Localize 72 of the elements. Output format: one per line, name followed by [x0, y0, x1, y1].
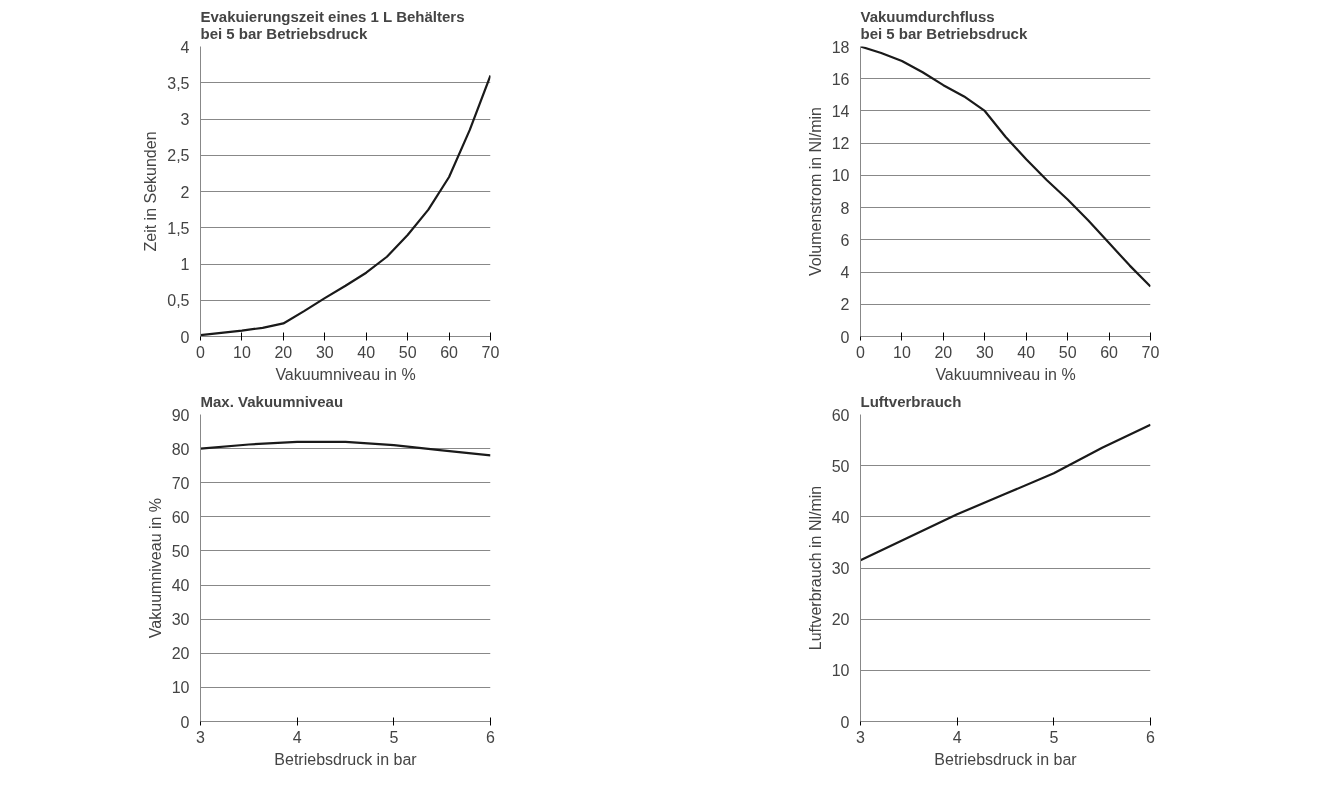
chart-title: Max. Vakuumniveau	[200, 392, 344, 410]
x-tick-label: 30	[315, 343, 334, 361]
y-tick-label: 40	[831, 508, 850, 526]
y-tick-label: 60	[831, 406, 850, 424]
y-tick-label: 0	[180, 713, 190, 731]
x-tick-label: 30	[975, 343, 994, 361]
x-axis-title: Vakuumniveau in %	[935, 365, 1076, 383]
x-tick-label: 20	[274, 343, 293, 361]
x-tick-label: 6	[486, 728, 496, 746]
y-tick-label: 16	[831, 70, 850, 88]
x-tick-label: 6	[1146, 728, 1156, 746]
chart-title: Evakuierungszeit eines 1 L Behälters bei 5 bar Betriebsdruck	[200, 7, 465, 42]
x-axis-title: Vakuumniveau in %	[275, 365, 416, 383]
x-tick-label: 70	[1141, 343, 1160, 361]
y-tick-label: 2	[840, 296, 850, 314]
x-tick-label: 3	[856, 728, 866, 746]
y-axis-title: Luftverbrauch in Nl/min	[806, 485, 824, 651]
y-tick-label: 1	[180, 256, 190, 273]
y-tick-label: 0	[180, 328, 190, 346]
x-tick-label: 10	[233, 343, 251, 361]
x-tick-label: 50	[1058, 343, 1077, 361]
x-tick-label: 10	[893, 343, 911, 361]
x-tick-label: 5	[1049, 728, 1059, 746]
y-tick-label: 30	[831, 560, 850, 577]
y-tick-label: 14	[831, 102, 850, 120]
x-axis-title: Betriebsdruck in bar	[934, 750, 1078, 768]
y-tick-label: 2,5	[167, 147, 190, 165]
x-tick-label: 4	[952, 728, 962, 746]
y-tick-label: 18	[831, 38, 850, 56]
y-tick-label: 90	[171, 406, 190, 424]
y-tick-label: 80	[171, 440, 190, 458]
y-tick-label: 0	[840, 713, 850, 731]
x-tick-label: 3	[196, 728, 206, 746]
y-axis-title: Vakuumniveau in %	[146, 497, 164, 639]
y-tick-label: 20	[831, 611, 850, 629]
y-tick-label: 0	[840, 328, 850, 346]
x-tick-label: 40	[357, 343, 376, 361]
x-tick-label: 4	[292, 728, 302, 746]
y-tick-label: 10	[831, 167, 850, 185]
y-tick-label: 4	[180, 38, 190, 56]
y-tick-label: 70	[171, 474, 190, 492]
y-tick-label: 3	[180, 111, 190, 128]
x-tick-label: 20	[934, 343, 953, 361]
y-axis-title: Zeit in Sekunden	[142, 131, 160, 252]
y-tick-label: 50	[831, 457, 850, 475]
y-tick-label: 8	[840, 199, 850, 217]
chart-title: Luftverbrauch	[860, 392, 962, 410]
y-tick-label: 40	[171, 577, 190, 595]
x-tick-label: 60	[1100, 343, 1119, 361]
x-tick-label: 40	[1017, 343, 1036, 361]
x-tick-label: 50	[398, 343, 417, 361]
y-tick-label: 20	[171, 645, 190, 663]
x-tick-label: 5	[389, 728, 399, 746]
x-tick-label: 0	[856, 343, 866, 361]
y-tick-label: 10	[171, 679, 190, 697]
y-tick-label: 30	[171, 611, 190, 629]
y-tick-label: 6	[840, 231, 850, 249]
y-tick-label: 0,5	[167, 292, 190, 310]
y-tick-label: 4	[840, 264, 850, 282]
y-tick-label: 50	[171, 542, 190, 560]
y-axis-title: Volumenstrom in Nl/min	[806, 107, 824, 276]
y-tick-label: 60	[171, 508, 190, 526]
x-axis-title: Betriebsdruck in bar	[274, 750, 418, 768]
y-tick-label: 12	[831, 135, 850, 153]
x-tick-label: 0	[196, 343, 206, 361]
y-tick-label: 2	[180, 183, 190, 201]
x-tick-label: 70	[481, 343, 500, 361]
y-tick-label: 1,5	[167, 219, 190, 237]
x-tick-label: 60	[440, 343, 459, 361]
y-tick-label: 3,5	[167, 74, 190, 92]
chart-title: Vakuumdurchfluss bei 5 bar Betriebsdruck	[860, 7, 1028, 42]
y-tick-label: 10	[831, 662, 850, 680]
